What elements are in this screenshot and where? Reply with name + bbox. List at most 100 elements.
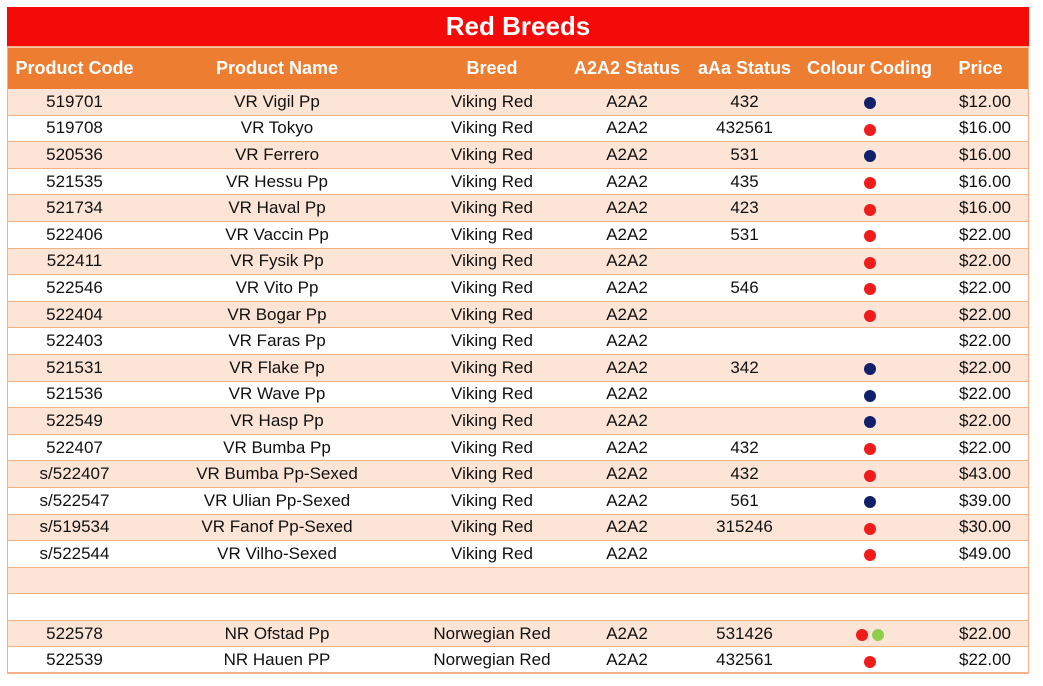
cell-aaa-status: 432	[730, 464, 759, 484]
cell-colour-coding	[807, 413, 932, 429]
table-title: Red Breeds	[7, 7, 1029, 46]
cell-product-name: VR Fanof Pp-Sexed	[201, 517, 353, 537]
cell-a2a2-status: A2A2	[606, 543, 648, 563]
table-row: 521536 VR Wave Pp Viking Red A2A2 $22.00	[7, 381, 1029, 409]
cell-product-code: s/519534	[39, 517, 110, 537]
cell-product-code: 522403	[46, 331, 103, 351]
cell-price: $16.00	[959, 118, 1011, 138]
cell-colour-coding	[807, 201, 932, 216]
cell-product-code: 522411	[46, 251, 103, 271]
cell-price: $22.00	[959, 437, 1011, 457]
cell-product-name: NR Hauen PP	[223, 650, 331, 670]
cell-aaa-status: 432	[730, 91, 759, 111]
cell-breed: Viking Red	[451, 410, 533, 430]
navy-dot-icon	[863, 496, 876, 509]
cell-product-name: VR Bogar Pp	[227, 304, 327, 324]
table-row: 521531 VR Flake Pp Viking Red A2A2 342 $22.00	[7, 354, 1029, 382]
cell-product-code: 521734	[46, 198, 103, 218]
cell-aaa-status: 546	[730, 277, 759, 297]
cell-a2a2-status: A2A2	[606, 410, 648, 430]
cell-colour-coding	[807, 440, 932, 456]
header-row: Product Code Product Name Breed A2A2 Sta…	[7, 46, 1029, 89]
cell-product-code: s/522407	[39, 464, 110, 484]
table-row: 519708 VR Tokyo Viking Red A2A2 432561 $16.00	[7, 115, 1029, 143]
navy-dot-icon	[863, 416, 876, 429]
cell-product-name: VR Vaccin Pp	[225, 224, 329, 244]
cell-breed: Viking Red	[451, 277, 533, 297]
cell-product-code: 521531	[46, 357, 103, 377]
navy-dot-icon	[863, 389, 876, 402]
red-dot-icon	[863, 469, 876, 482]
header-price: Price	[958, 58, 1003, 78]
cell-price: $22.00	[959, 331, 1011, 351]
cell-product-code: 522406	[46, 224, 103, 244]
cell-breed: Viking Red	[451, 517, 533, 537]
cell-price: $43.00	[959, 464, 1011, 484]
cell-product-name: VR Vigil Pp	[234, 91, 320, 111]
cell-colour-coding	[807, 360, 932, 376]
cell-a2a2-status: A2A2	[606, 277, 648, 297]
cell-product-code: 522578	[46, 623, 103, 643]
cell-price: $22.00	[959, 623, 1011, 643]
cell-product-code: 522407	[46, 437, 103, 457]
table-row: 522539 NR Hauen PP Norwegian Red A2A2 432561…	[7, 647, 1029, 675]
table-row: 522578 NR Ofstad Pp Norwegian Red A2A2 53142…	[7, 620, 1029, 648]
cell-breed: Viking Red	[451, 251, 533, 271]
cell-a2a2-status: A2A2	[606, 224, 648, 244]
cell-product-name: VR Flake Pp	[229, 357, 325, 377]
cell-product-name: VR Hessu Pp	[225, 171, 329, 191]
table-row: 522411 VR Fysik Pp Viking Red A2A2 $22.00	[7, 248, 1029, 276]
table-row: s/522547 VR Ulian Pp-Sexed Viking Red A2A2 5…	[7, 487, 1029, 515]
red-dot-icon	[863, 177, 876, 190]
cell-a2a2-status: A2A2	[606, 331, 648, 351]
cell-colour-coding	[807, 520, 932, 535]
table-body: 519701 VR Vigil Pp Viking Red A2A2 432 $12.00…	[7, 89, 1029, 675]
cell-breed: Viking Red	[451, 118, 533, 138]
green-dot-icon	[871, 629, 884, 642]
cell-price: $12.00	[959, 91, 1011, 111]
cell-colour-coding	[807, 254, 932, 269]
cell-a2a2-status: A2A2	[606, 251, 648, 271]
cell-colour-coding	[807, 387, 932, 402]
table-row: 522407 VR Bumba Pp Viking Red A2A2 432 $22.00	[7, 434, 1029, 462]
cell-product-name: VR Vito Pp	[235, 277, 319, 297]
table-row: s/519534 VR Fanof Pp-Sexed Viking Red A2A2 3…	[7, 514, 1029, 542]
cell-breed: Viking Red	[451, 437, 533, 457]
cell-a2a2-status: A2A2	[606, 357, 648, 377]
red-dot-icon	[855, 629, 868, 642]
cell-breed: Norwegian Red	[433, 650, 551, 670]
table-row	[7, 567, 1029, 595]
cell-breed: Norwegian Red	[433, 623, 551, 643]
cell-price: $22.00	[959, 251, 1011, 271]
cell-aaa-status: 432561	[716, 650, 773, 670]
cell-price: $22.00	[959, 304, 1011, 324]
cell-a2a2-status: A2A2	[606, 171, 648, 191]
table-row: 522404 VR Bogar Pp Viking Red A2A2 $22.00	[7, 301, 1029, 329]
cell-price: $30.00	[959, 517, 1011, 537]
cell-product-code: 522539	[46, 650, 103, 670]
navy-dot-icon	[863, 363, 876, 376]
cell-price: $39.00	[959, 490, 1011, 510]
red-dot-icon	[863, 123, 876, 136]
red-dot-icon	[863, 310, 876, 323]
cell-product-code: 522546	[46, 277, 103, 297]
red-dot-icon	[863, 522, 876, 535]
cell-aaa-status: 531	[730, 144, 759, 164]
cell-product-name: VR Ulian Pp-Sexed	[203, 490, 351, 510]
cell-aaa-status: 342	[730, 357, 759, 377]
table-row	[7, 594, 1029, 621]
red-dot-icon	[863, 203, 876, 216]
cell-breed: Viking Red	[451, 304, 533, 324]
cell-price: $16.00	[959, 144, 1011, 164]
cell-breed: Viking Red	[451, 357, 533, 377]
cell-colour-coding	[807, 307, 932, 323]
red-dot-icon	[863, 549, 876, 562]
cell-a2a2-status: A2A2	[606, 91, 648, 111]
cell-aaa-status: 432561	[716, 118, 773, 138]
cell-a2a2-status: A2A2	[606, 118, 648, 138]
header-a2a2-status: A2A2 Status	[573, 58, 681, 78]
cell-colour-coding	[807, 467, 932, 482]
cell-product-name: VR Ferrero	[234, 144, 320, 164]
cell-aaa-status: 423	[730, 198, 759, 218]
table-row: 522546 VR Vito Pp Viking Red A2A2 546 $22.00	[7, 275, 1029, 302]
